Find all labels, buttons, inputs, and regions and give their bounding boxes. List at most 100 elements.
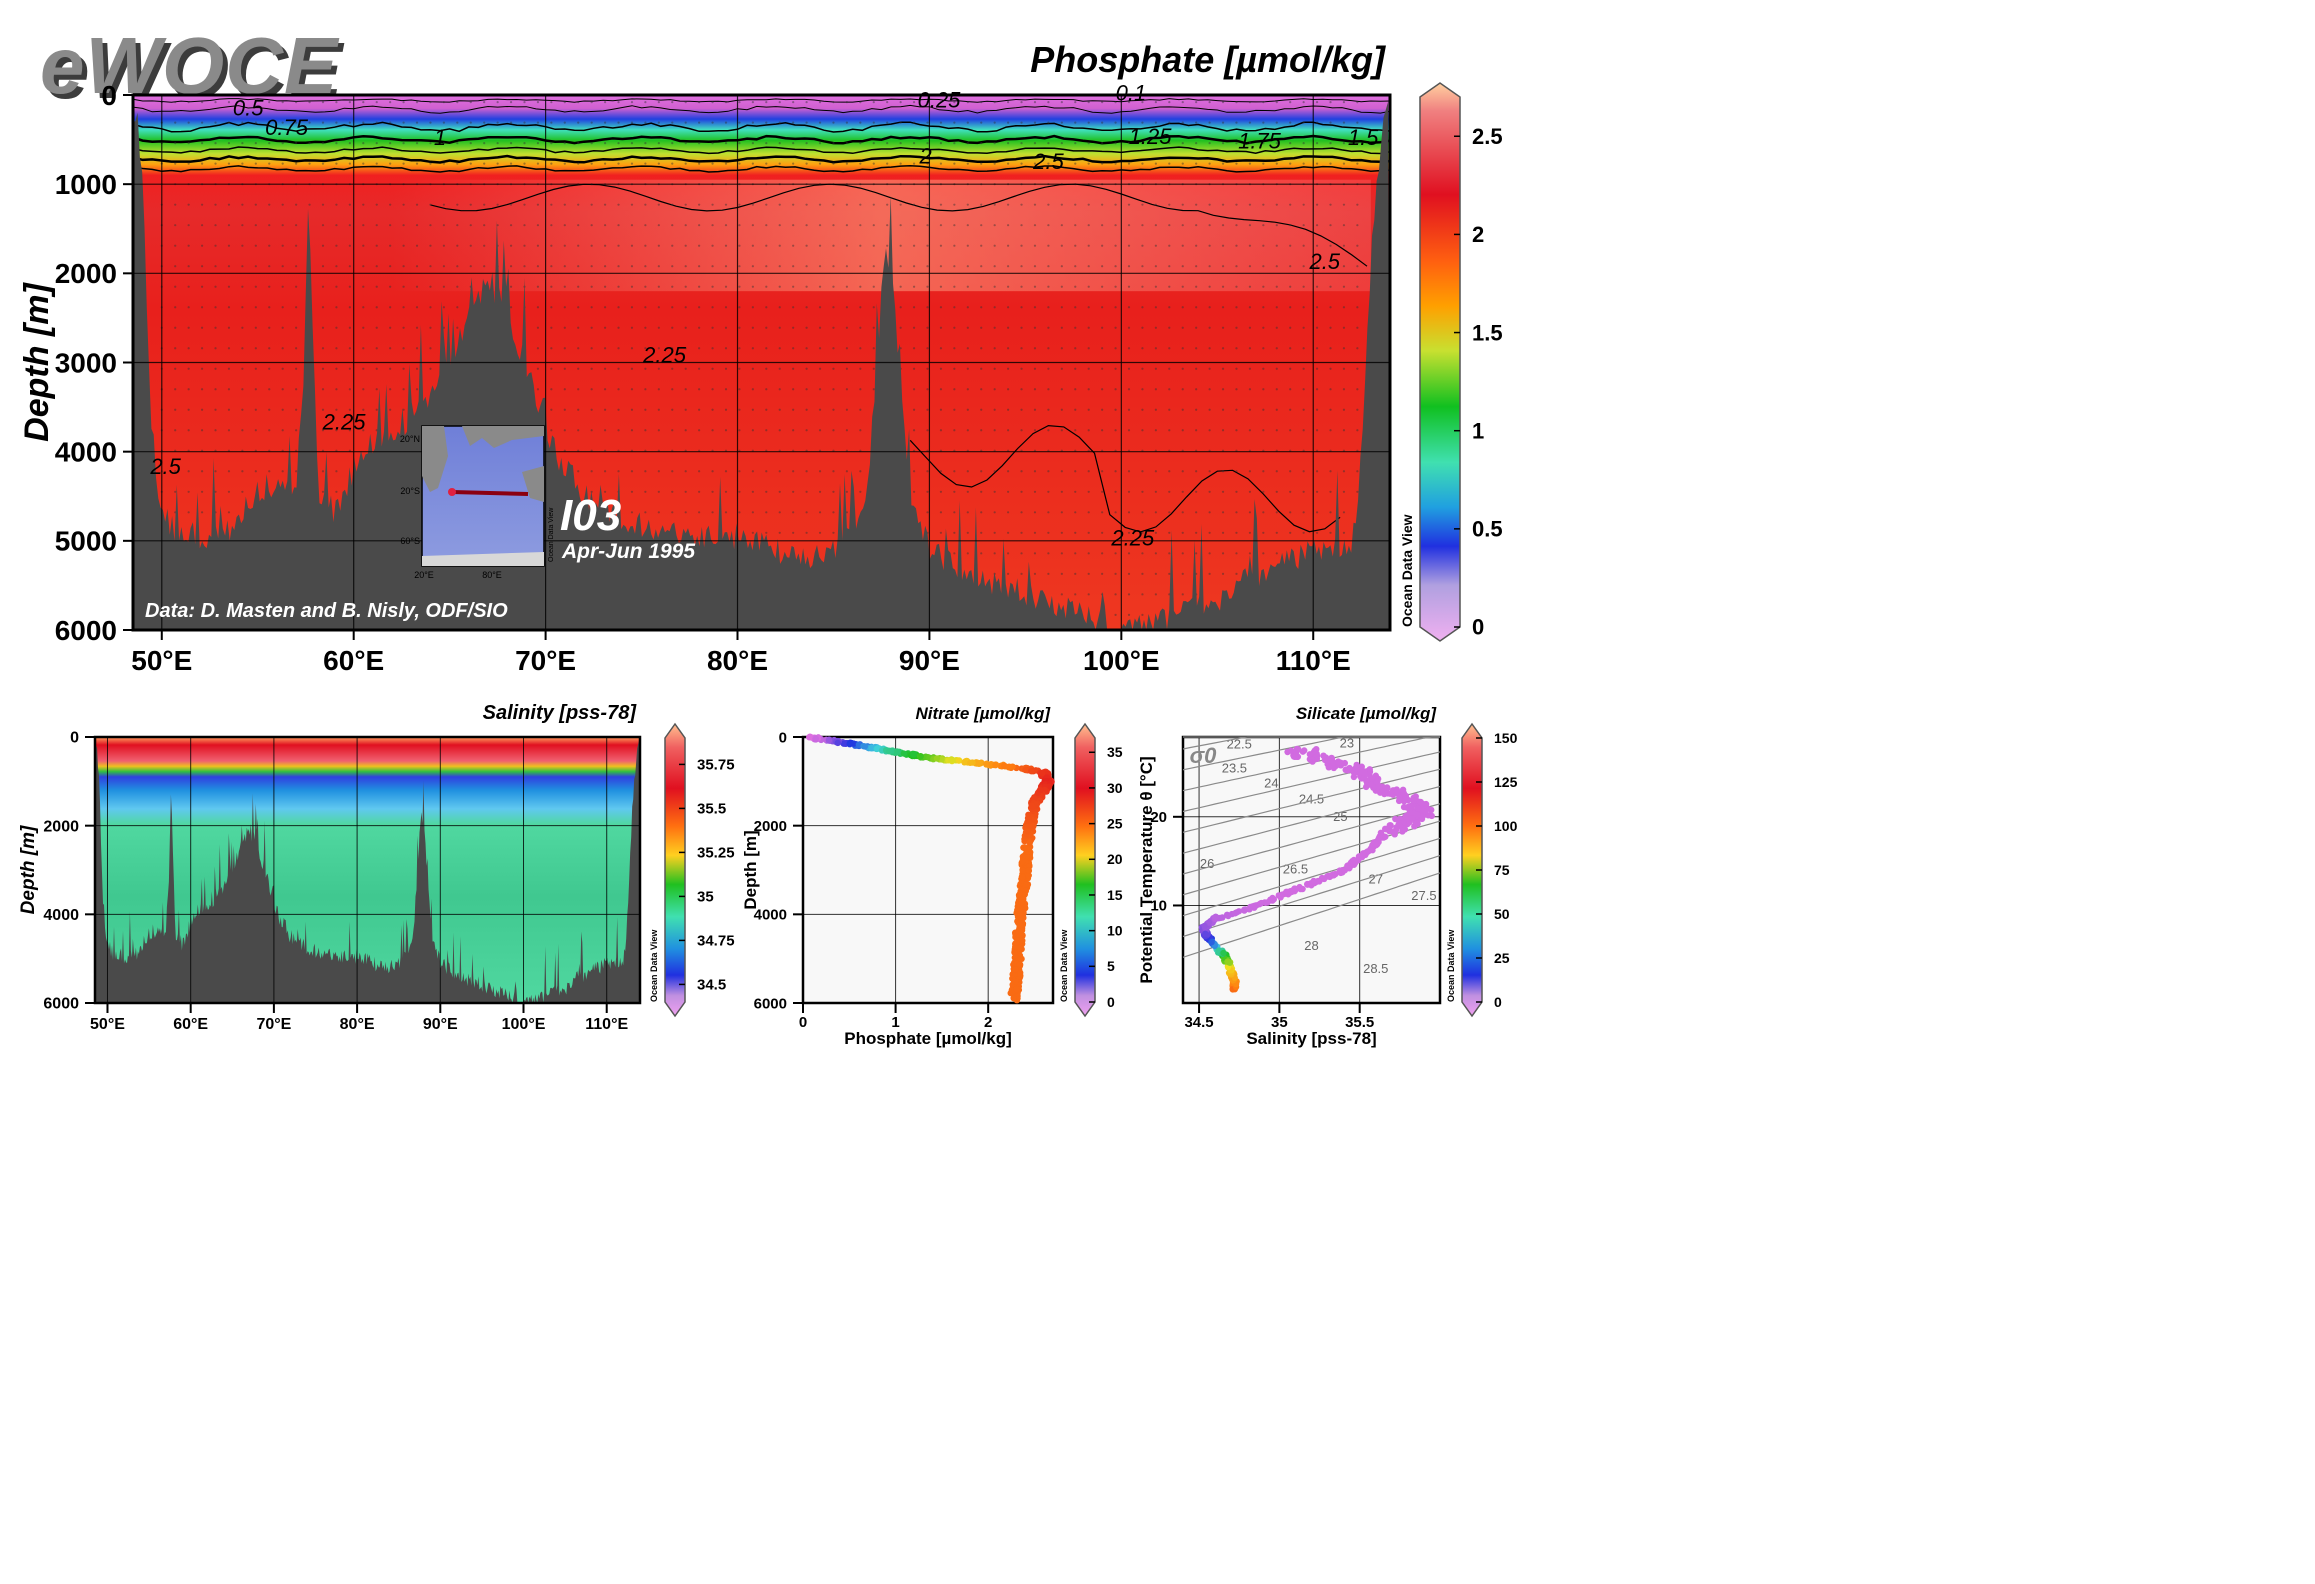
sample-dot [751,121,754,124]
sample-dot [577,244,580,247]
sample-dot [980,265,983,268]
sample-dot [1074,101,1077,104]
sample-dot [832,531,835,534]
sample-dot [1141,306,1144,309]
sample-dot [818,367,822,370]
sample-dot [899,265,902,268]
sample-dot [429,326,432,329]
sample-dot [1275,203,1278,206]
x-tick-label: 100°E [1083,645,1160,676]
sample-dot [818,203,822,206]
sample-dot [469,244,472,247]
sample-dot [1060,511,1063,514]
sample-dot [281,408,284,411]
sample-dot [536,388,540,391]
sample-dot [1154,490,1157,493]
sample-dot [550,265,553,268]
sample-dot [268,408,271,411]
sample-dot [1141,593,1144,596]
sample-dot [1208,572,1211,575]
sample-dot [1127,470,1131,473]
data-point [1024,828,1031,835]
sample-dot [1047,531,1050,534]
contour-label: 2.5 [1308,249,1340,274]
sample-dot [657,511,660,514]
sample-dot [348,101,351,104]
sample-dot [966,490,969,493]
sample-dot [765,162,768,165]
sample-dot [778,347,781,350]
sample-dot [644,244,647,247]
data-point [1291,885,1298,892]
sample-dot [832,470,835,473]
sample-dot [644,203,647,206]
sample-dot [738,490,741,493]
sample-dot [603,121,607,124]
sample-dot [1342,388,1346,391]
sample-dot [295,388,298,391]
sample-dot [550,142,553,145]
sample-dot [1329,347,1332,350]
sample-dot [1060,490,1063,493]
sample-dot [778,408,781,411]
sample-dot [1289,121,1292,124]
sample-dot [536,101,540,104]
sample-dot [523,244,526,247]
sample-dot [778,244,781,247]
sample-dot [214,408,217,411]
sample-dot [174,470,177,473]
sample-dot [1060,531,1063,534]
sample-dot [1087,429,1090,432]
sample-dot [1141,203,1144,206]
sample-dot [348,142,351,145]
sample-dot [577,408,580,411]
sample-dot [1087,388,1090,391]
sample-dot [321,306,325,309]
sample-dot [1329,408,1332,411]
sample-dot [617,142,620,145]
sample-dot [174,367,177,370]
sample-dot [254,367,257,370]
sample-dot [1127,367,1131,370]
sample-dot [1154,244,1157,247]
sample-dot [375,347,378,350]
sample-dot [926,490,929,493]
sample-dot [442,101,445,104]
sample-dot [751,408,754,411]
sample-dot [859,408,862,411]
sample-dot [939,203,943,206]
sample-dot [939,490,943,493]
sample-dot [684,265,687,268]
contour-label: 2 [918,144,931,169]
sample-dot [926,121,929,124]
y-tick-label: 20 [1150,809,1167,826]
sample-dot [1248,142,1252,145]
data-point [812,735,820,742]
sample-dot [268,244,271,247]
x-tick-label: 60°E [323,645,384,676]
sample-dot [711,142,714,145]
sample-dot [818,121,822,124]
sample-dot [778,429,781,432]
colorbar-tick-label: 0 [1494,994,1502,1010]
sample-dot [644,429,647,432]
sample-dot [1342,429,1346,432]
sample-dot [1141,388,1144,391]
sample-dot [241,203,244,206]
sample-dot [1302,244,1305,247]
sample-dot [1141,121,1144,124]
inset-lat-label: 60°S [400,536,420,546]
data-point [861,743,869,750]
sample-dot [375,388,378,391]
sample-dot [1235,511,1238,514]
sample-dot [778,265,781,268]
sample-dot [509,101,513,104]
sample-dot [1221,408,1225,411]
sample-dot [577,121,580,124]
sample-dot [375,408,378,411]
sample-dot [1315,244,1319,247]
data-point [1257,900,1265,907]
sample-dot [724,388,728,391]
sample-dot [1262,429,1265,432]
sample-dot [1020,531,1023,534]
